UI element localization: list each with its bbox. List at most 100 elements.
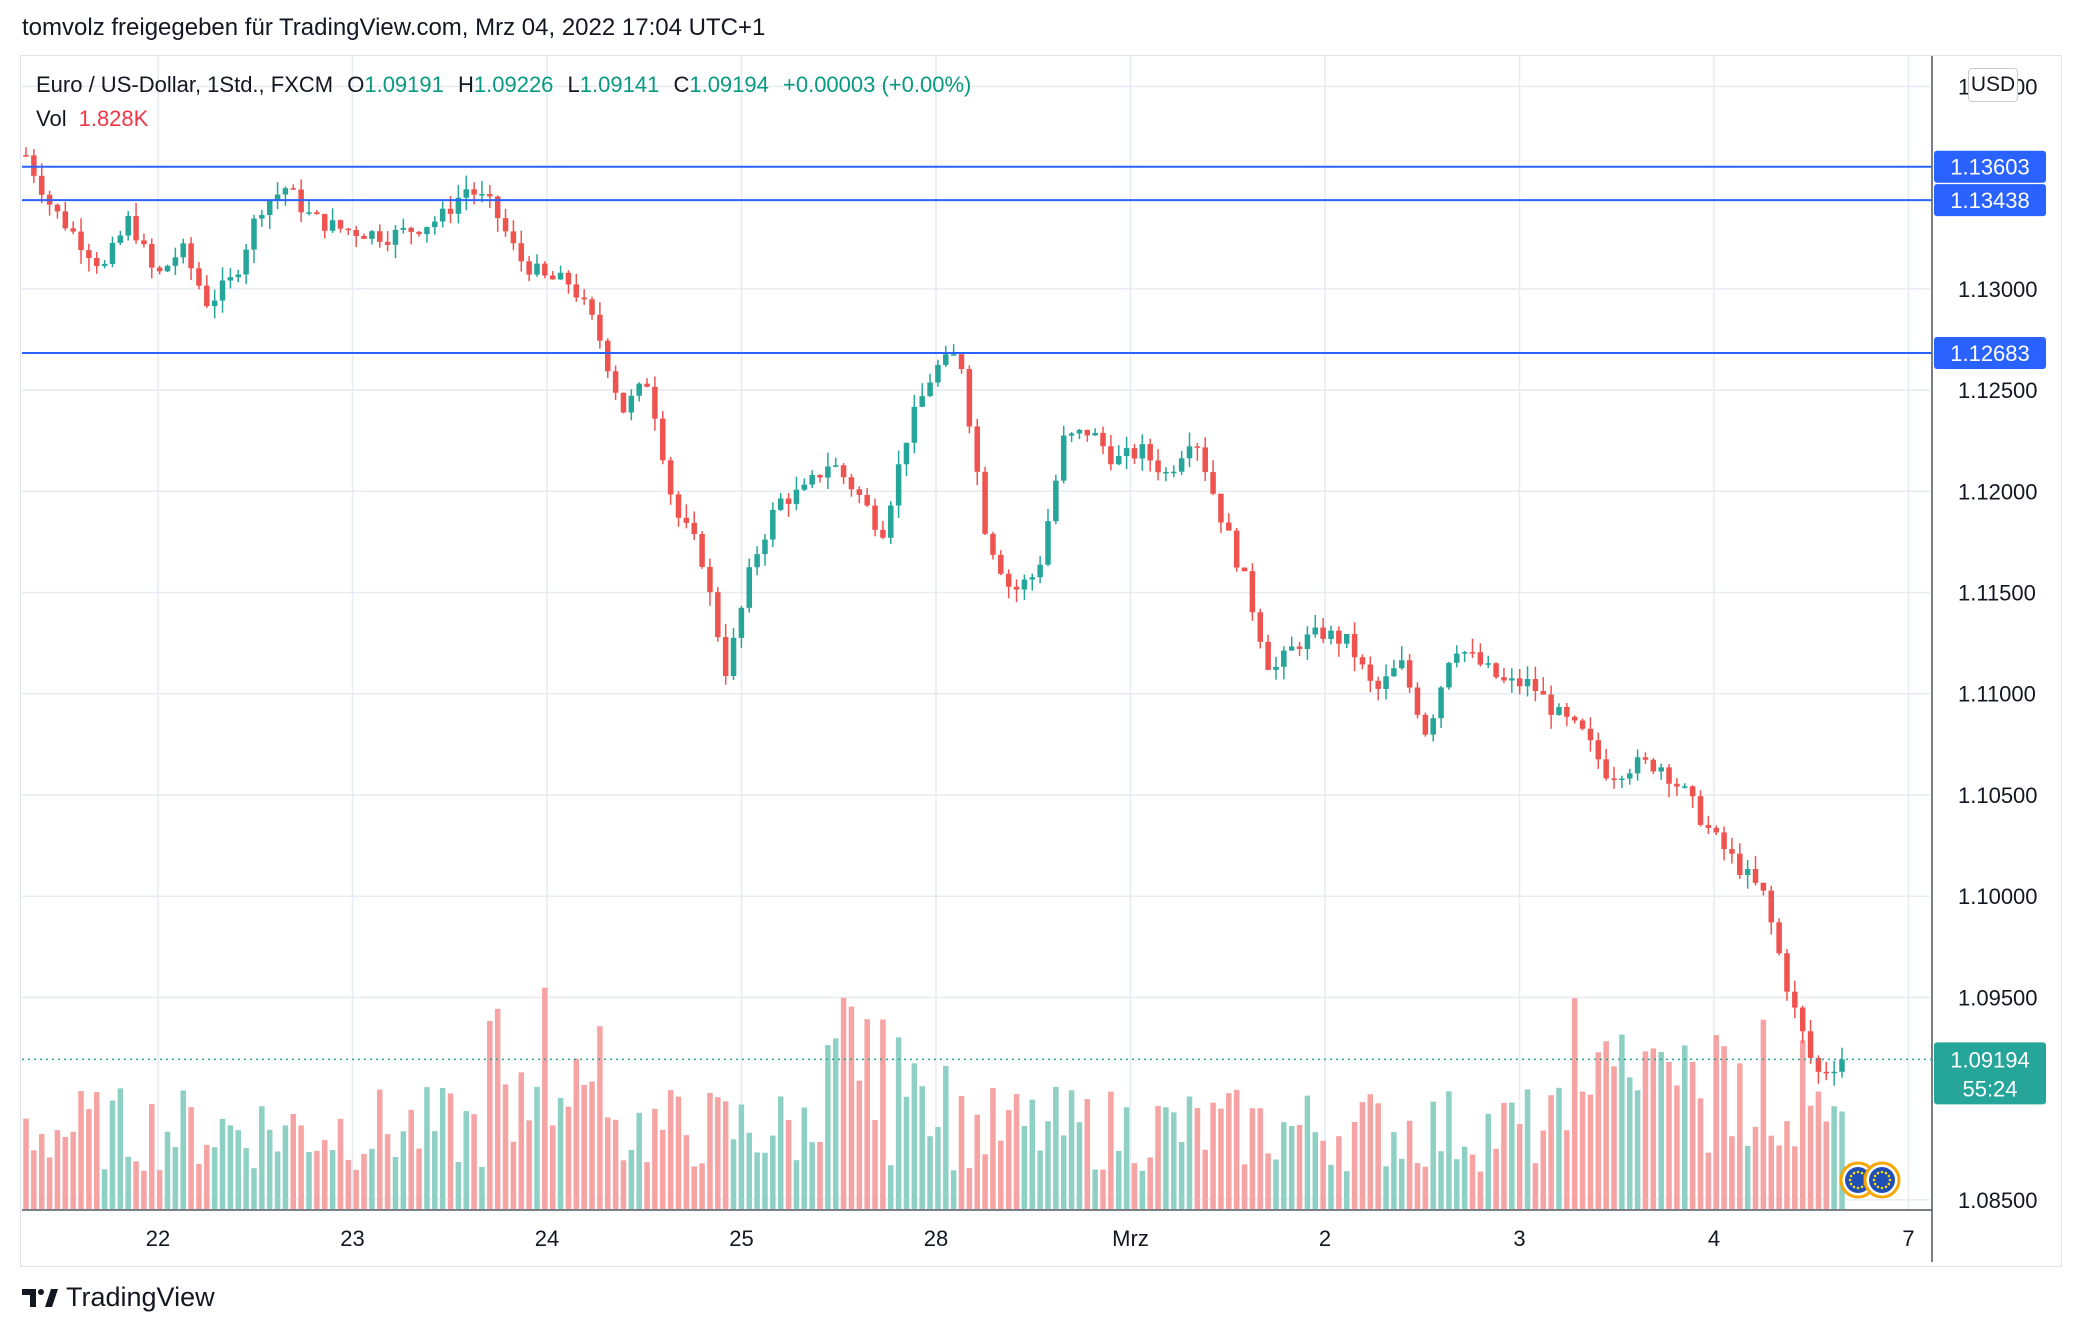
volume-bar [1438, 1151, 1444, 1209]
volume-bar [1178, 1142, 1185, 1209]
candle-body [1611, 778, 1617, 780]
currency-button[interactable]: USD [1968, 68, 2018, 102]
volume-bar [817, 1141, 823, 1209]
volume-bar [1312, 1132, 1319, 1209]
volume-bar [345, 1159, 352, 1209]
candle-body [1257, 612, 1264, 642]
volume-bar [1076, 1122, 1083, 1209]
candle-body [1021, 579, 1028, 590]
candle-body [1163, 471, 1169, 474]
candle-body [141, 240, 147, 245]
volume-bar [1760, 1019, 1767, 1209]
volume-bar [1634, 1090, 1641, 1209]
volume-bar [848, 1006, 855, 1209]
candle-body [1571, 716, 1578, 721]
volume-bar [31, 1150, 37, 1209]
candle-body [762, 539, 768, 555]
volume-bar [259, 1106, 265, 1209]
candle-body [675, 494, 682, 518]
volume-bar [1642, 1051, 1649, 1209]
candle-body [1807, 1031, 1814, 1058]
symbol-label[interactable]: Euro / US-Dollar, 1Std., FXCM [36, 72, 334, 97]
volume-bar [156, 1170, 163, 1209]
volume-bar [1509, 1102, 1515, 1209]
candle-body [86, 250, 92, 259]
candle-body [1328, 630, 1334, 639]
volume-bar [919, 1086, 925, 1209]
volume-bar [1776, 1145, 1782, 1209]
candle-body [439, 208, 446, 222]
level-price-tag [1934, 184, 2046, 217]
candle-body [652, 386, 658, 419]
candle-body [1721, 832, 1727, 850]
volume-bar [1461, 1146, 1468, 1209]
volume-bar [1752, 1126, 1759, 1209]
candle-body [628, 395, 635, 413]
candle-body [1744, 869, 1751, 875]
volume-bar [1689, 1061, 1696, 1209]
volume-bar [424, 1087, 430, 1209]
volume-bar [1485, 1113, 1491, 1209]
volume-bar [597, 1026, 603, 1209]
candle-body [722, 637, 729, 677]
volume-bar [1367, 1094, 1374, 1209]
volume-bar [1571, 998, 1578, 1209]
volume-bar [1383, 1166, 1389, 1209]
candle-body [1792, 991, 1798, 1008]
candle-body [1194, 446, 1201, 448]
candle-body [384, 241, 391, 245]
candle-body [667, 460, 674, 495]
volume-bar [353, 1169, 359, 1209]
volume-bar [416, 1148, 422, 1209]
volume-label[interactable]: Vol [36, 106, 67, 131]
y-tick-label: 1.11000 [1958, 682, 2036, 707]
volume-bar [730, 1139, 737, 1209]
candle-body [243, 249, 249, 275]
candle-body [510, 231, 517, 244]
candle-body [1139, 444, 1146, 459]
candle-body [966, 369, 973, 427]
volume-bar [1171, 1112, 1177, 1209]
close-value: 1.09194 [689, 72, 769, 97]
eu-flag-star [1860, 1185, 1864, 1189]
y-tick-label: 1.12500 [1958, 378, 2038, 403]
volume-bar [447, 1093, 454, 1209]
candle-body [156, 267, 163, 272]
volume-bar [770, 1135, 776, 1209]
eu-flag-star [1876, 1185, 1880, 1189]
candle-body [573, 284, 580, 298]
eu-flag-star [1849, 1182, 1853, 1186]
volume-bar [762, 1152, 768, 1209]
volume-bar [133, 1161, 139, 1209]
volume-bar [494, 1008, 501, 1209]
volume-bar [1092, 1169, 1098, 1209]
candle-body [259, 214, 265, 219]
candle-body [1485, 663, 1491, 665]
candle-body [502, 218, 509, 232]
x-tick-label: 2 [1319, 1226, 1331, 1251]
volume-bar [1108, 1091, 1114, 1209]
volume-bar [1705, 1152, 1712, 1209]
candle-body [1186, 446, 1193, 459]
candle-body [1045, 521, 1051, 565]
y-tick-label: 1.10500 [1958, 783, 2038, 808]
volume-bar [321, 1140, 328, 1209]
candle-body [1068, 433, 1075, 436]
volume-bar [1674, 1085, 1680, 1209]
candle-body [1697, 796, 1704, 825]
volume-bar [612, 1119, 619, 1209]
candle-body [919, 396, 925, 407]
volume-bar [801, 1107, 808, 1209]
candle-body [274, 194, 281, 201]
volume-bar [23, 1118, 29, 1209]
candle-body [1674, 783, 1680, 787]
volume-bar [180, 1090, 186, 1209]
x-tick-label: Mrz [1112, 1226, 1149, 1251]
tradingview-logo[interactable]: TradingView [22, 1282, 215, 1313]
candle-body [903, 442, 910, 465]
volume-bar [832, 1038, 839, 1209]
candle-body [1532, 679, 1539, 692]
eu-flag-star [1849, 1174, 1853, 1178]
volume-bar [1406, 1120, 1413, 1209]
